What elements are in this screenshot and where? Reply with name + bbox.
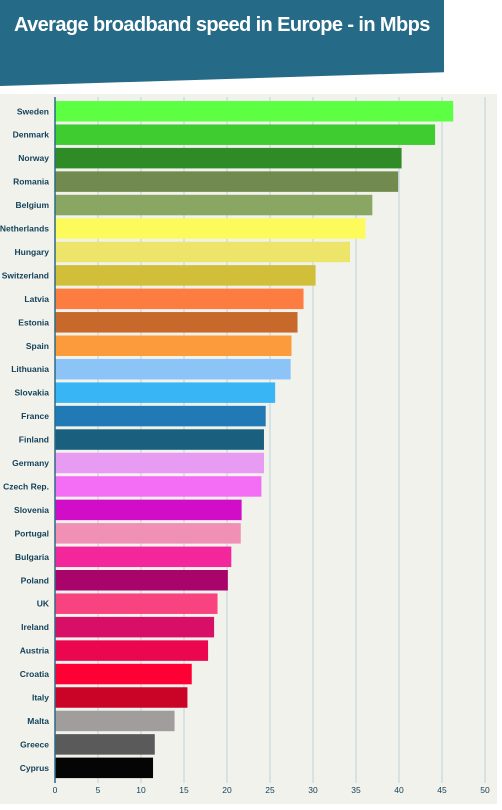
category-label: Belgium — [15, 200, 49, 210]
x-tick-label: 0 — [53, 785, 58, 795]
category-label: Austria — [20, 646, 50, 656]
bar-netherlands — [55, 218, 366, 239]
category-label: Netherlands — [0, 224, 49, 234]
bar-germany — [55, 452, 264, 474]
x-tick-label: 10 — [136, 785, 146, 795]
category-label: Croatia — [20, 669, 50, 679]
bar-sweden — [55, 101, 454, 122]
category-label: Germany — [12, 458, 49, 468]
bar-estonia — [55, 312, 298, 333]
bar-poland — [55, 570, 228, 591]
bar-latvia — [55, 288, 304, 310]
x-tick-label: 25 — [265, 785, 275, 795]
x-tick-label: 50 — [480, 785, 490, 795]
bar-ireland — [55, 616, 215, 638]
title-banner: Average broadband speed in Europe - in M… — [0, 0, 444, 86]
category-label: Italy — [32, 693, 49, 703]
bar-denmark — [55, 124, 436, 145]
bar-hungary — [55, 241, 350, 263]
category-label: Switzerland — [2, 270, 49, 280]
broadband-speed-bar-chart: Sweden Denmark Norway Romania Belgium Netherl… — [0, 97, 490, 795]
category-label: Lithuania — [11, 364, 49, 374]
category-label: Ireland — [21, 622, 49, 632]
category-label: Sweden — [17, 106, 49, 116]
bar-croatia — [55, 663, 192, 685]
category-label: Cyprus — [20, 763, 50, 773]
x-axis-ticks: 0 5 10 15 20 25 30 35 40 45 50 — [53, 785, 490, 795]
category-label: Finland — [19, 435, 49, 445]
bar-belgium — [55, 194, 373, 216]
bar-cyprus — [55, 757, 154, 779]
category-label: Denmark — [13, 130, 50, 140]
bar-uk — [55, 593, 218, 614]
category-label: Norway — [18, 153, 49, 163]
category-label: Hungary — [15, 247, 50, 257]
bar-slovakia — [55, 382, 276, 403]
category-label: UK — [37, 599, 50, 609]
category-labels: Sweden Denmark Norway Romania Belgium Netherl… — [0, 106, 50, 773]
category-label: Latvia — [24, 294, 49, 304]
bar-austria — [55, 640, 209, 661]
chart-title: Average broadband speed in Europe - in M… — [14, 14, 430, 36]
bar-lithuania — [55, 358, 291, 380]
bar-finland — [55, 429, 264, 450]
x-tick-label: 35 — [351, 785, 361, 795]
category-label: Romania — [13, 177, 49, 187]
x-tick-label: 5 — [96, 785, 101, 795]
x-tick-label: 45 — [437, 785, 447, 795]
category-label: Greece — [20, 739, 49, 749]
chart-panel: Sweden Denmark Norway Romania Belgium Netherl… — [0, 94, 497, 804]
category-label: Estonia — [18, 317, 49, 327]
category-label: Malta — [27, 716, 49, 726]
bar-slovenia — [55, 499, 242, 521]
bar-czech-rep — [55, 476, 262, 497]
bar-romania — [55, 171, 399, 192]
category-label: France — [21, 411, 49, 421]
bar-greece — [55, 734, 155, 755]
x-tick-label: 40 — [394, 785, 404, 795]
category-label: Portugal — [15, 528, 49, 538]
bar-spain — [55, 335, 292, 356]
bar-portugal — [55, 523, 241, 544]
category-label: Czech Rep. — [3, 481, 49, 491]
bar-norway — [55, 147, 402, 169]
x-tick-label: 30 — [308, 785, 318, 795]
bars — [55, 101, 454, 779]
bar-bulgaria — [55, 546, 232, 568]
category-label: Slovakia — [15, 388, 50, 398]
bar-malta — [55, 710, 175, 732]
bar-switzerland — [55, 265, 316, 286]
category-label: Slovenia — [14, 505, 49, 515]
category-label: Spain — [26, 341, 49, 351]
category-label: Bulgaria — [15, 552, 49, 562]
bar-italy — [55, 687, 188, 708]
category-label: Poland — [21, 575, 49, 585]
x-tick-label: 15 — [179, 785, 189, 795]
bar-france — [55, 405, 266, 427]
x-tick-label: 20 — [222, 785, 232, 795]
